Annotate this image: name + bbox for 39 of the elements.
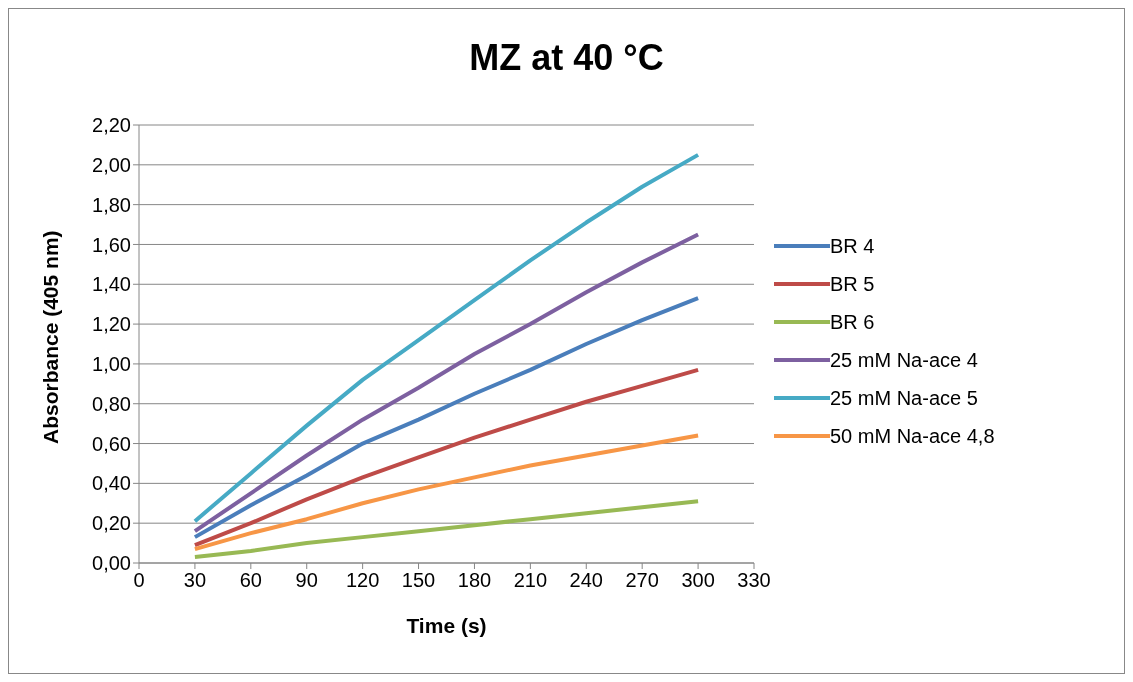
x-tick-label: 30 [183, 569, 207, 591]
y-tick-label: 1,00 [92, 353, 131, 376]
y-tick-label: 1,40 [92, 273, 131, 296]
line-series [192, 152, 701, 524]
y-tick-label: 0,60 [92, 432, 131, 455]
y-tick-label: 2,00 [92, 153, 131, 176]
x-tick-label: 0 [133, 569, 145, 591]
x-tick-label: 90 [295, 569, 318, 591]
y-tick-label: 0,20 [92, 512, 131, 535]
x-tick-label: 270 [625, 569, 659, 591]
legend-label: BR 6 [830, 310, 875, 334]
line-series [192, 433, 701, 552]
line-series [192, 367, 701, 548]
line-series [192, 296, 701, 540]
y-tick-label: 0,00 [92, 552, 131, 575]
x-axis-title: Time (s) [406, 614, 487, 637]
x-tick-label: 240 [569, 569, 603, 591]
y-tick-label: 0,40 [92, 472, 131, 495]
x-tick-label: 60 [239, 569, 262, 591]
chart-title: MZ at 40 °C [468, 37, 665, 79]
x-tick-label: 180 [457, 569, 492, 591]
y-axis-title: Absorbance (405 nm) [39, 230, 63, 444]
x-tick-label: 120 [345, 569, 380, 591]
x-tick-label: 210 [513, 569, 548, 591]
y-tick-label: 2,20 [92, 114, 131, 137]
x-tick-label: 330 [737, 569, 771, 591]
line-series [192, 232, 701, 534]
legend-label: 25 mM Na-ace 5 [830, 386, 978, 410]
line-series [192, 499, 701, 560]
y-tick-label: 0,80 [92, 392, 131, 415]
legend-label: BR 5 [830, 272, 875, 296]
x-tick-label: 150 [401, 569, 436, 591]
legend-label: 50 mM Na-ace 4,8 [830, 424, 995, 448]
legend-label: BR 4 [830, 234, 875, 258]
x-tick-label: 300 [681, 569, 715, 591]
legend-label: 25 mM Na-ace 4 [830, 348, 978, 372]
y-tick-label: 1,60 [92, 233, 131, 256]
y-tick-label: 1,20 [92, 313, 131, 336]
y-tick-label: 1,80 [92, 193, 131, 216]
